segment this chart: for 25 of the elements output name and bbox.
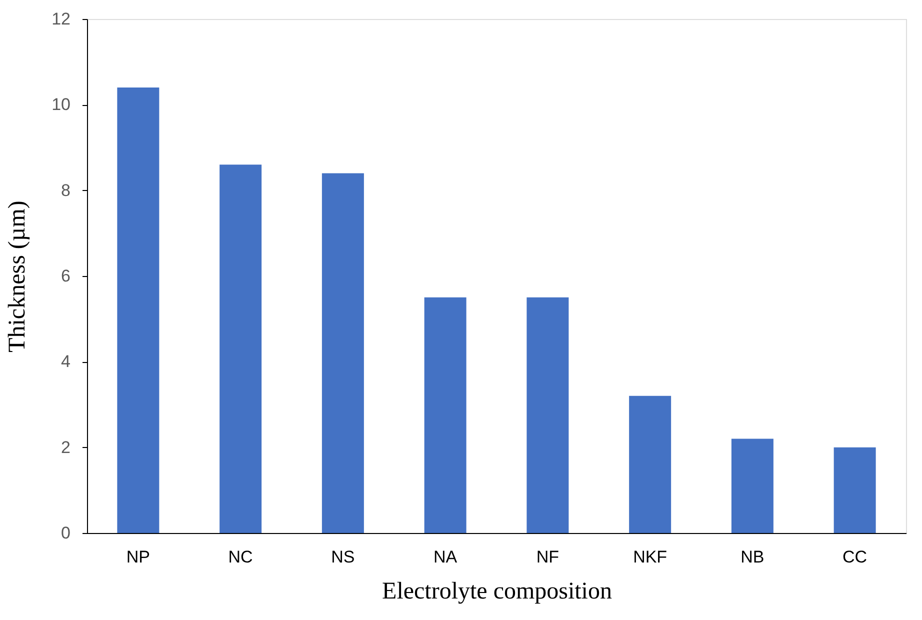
bar: [322, 173, 364, 533]
bar: [117, 88, 160, 533]
x-tick-label: NA: [434, 548, 458, 566]
x-tick-label: NS: [331, 548, 355, 566]
y-tick-label: 6: [61, 266, 70, 286]
x-tick-label: CC: [842, 548, 868, 566]
bar: [220, 164, 262, 533]
x-tick-label: NB: [740, 548, 764, 566]
bar: [526, 297, 569, 533]
x-tick-label: NC: [228, 548, 253, 566]
y-tick-label: 10: [52, 95, 70, 114]
bar: [424, 297, 466, 533]
y-tick-label: 12: [52, 10, 70, 28]
bar: [834, 447, 876, 533]
y-tick-label: 4: [61, 352, 70, 372]
y-axis-title: Thickness (µm): [4, 200, 31, 352]
y-tick-label: 2: [61, 438, 70, 457]
y-tick-label: 0: [61, 524, 70, 542]
bar: [731, 438, 774, 533]
x-tick-label: NF: [536, 548, 560, 566]
y-tick-label: 8: [61, 180, 70, 200]
x-tick-label: NP: [126, 548, 150, 566]
bar: [629, 396, 672, 533]
x-tick-label: NKF: [633, 548, 668, 566]
x-axis-title: Electrolyte composition: [382, 578, 612, 604]
